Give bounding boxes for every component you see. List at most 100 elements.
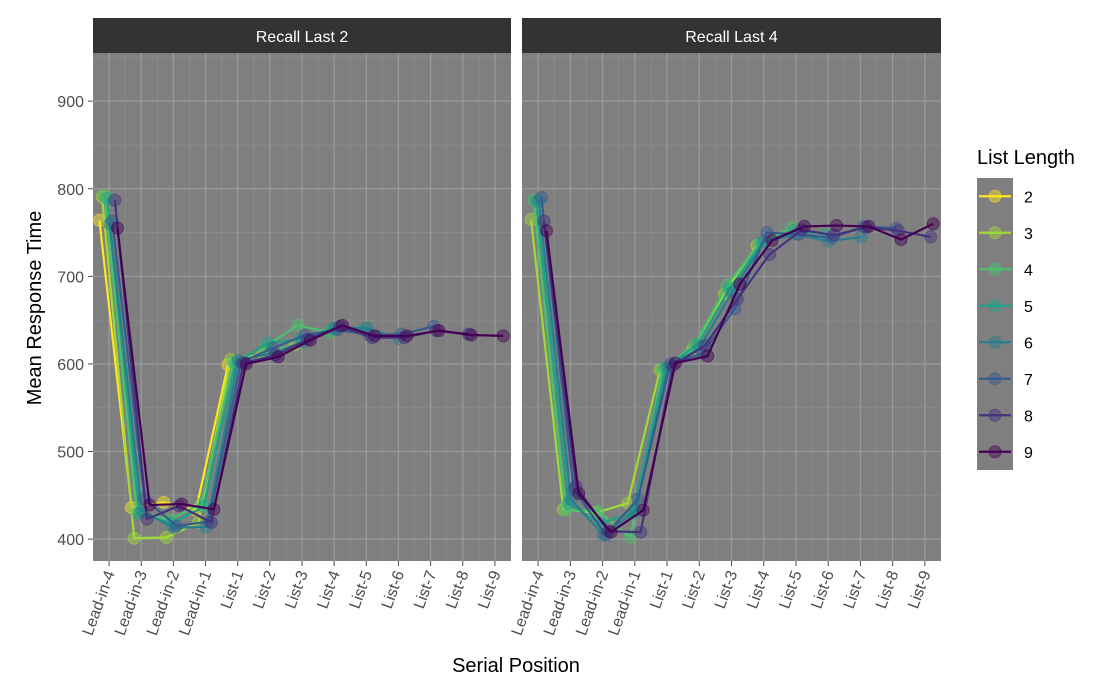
series-line-9 <box>545 222 934 534</box>
legend: List Length 2 3 4 5 6 7 8 9 <box>977 147 1075 470</box>
y-tick-label: 400 <box>57 532 84 549</box>
data-point <box>239 357 253 371</box>
legend-item-8: 8 <box>979 408 1033 425</box>
legend-key-point <box>988 189 1002 203</box>
x-tick-label: List-4 <box>315 568 344 611</box>
data-point <box>524 212 538 226</box>
data-point <box>537 214 551 228</box>
data-point <box>159 530 173 544</box>
data-point <box>924 230 938 244</box>
x-tick-label: List-4 <box>744 568 773 611</box>
data-point <box>572 487 586 501</box>
panel-title: Recall Last 2 <box>256 29 349 46</box>
data-point <box>631 492 645 506</box>
data-point <box>400 329 414 343</box>
data-point <box>127 531 141 545</box>
data-point <box>701 349 715 363</box>
data-point <box>207 502 221 516</box>
x-tick-label: List-1 <box>647 568 676 611</box>
panel-strip <box>93 18 511 53</box>
legend-label: 9 <box>1024 445 1033 462</box>
legend-key-point <box>988 408 1002 422</box>
legend-label: 5 <box>1024 299 1033 316</box>
panels-layer: Recall Last 2 Recall Last 4 <box>92 18 941 561</box>
legend-label: 4 <box>1024 262 1033 279</box>
panel-title: Recall Last 4 <box>685 29 778 46</box>
y-axis-title: Mean Response Time <box>24 211 46 406</box>
data-point <box>157 495 171 509</box>
data-point <box>636 503 650 517</box>
data-point <box>432 324 446 338</box>
data-point <box>100 191 114 205</box>
legend-item-6: 6 <box>979 335 1033 352</box>
legend-item-5: 5 <box>979 299 1033 316</box>
y-axis: 400 500 600 700 800 900 <box>57 94 93 549</box>
series-line-9 <box>116 228 504 511</box>
data-point <box>143 498 157 512</box>
y-tick-label: 500 <box>57 445 84 462</box>
x-tick-label: List-6 <box>379 568 408 611</box>
legend-key-background <box>977 178 1013 470</box>
series-line-6 <box>537 200 862 536</box>
data-point <box>271 350 285 364</box>
legend-key-point <box>988 299 1002 313</box>
data-point <box>539 224 553 238</box>
legend-label: 6 <box>1024 335 1033 352</box>
y-tick-label: 900 <box>57 94 84 111</box>
x-axis-title: Serial Position <box>452 655 580 677</box>
legend-key-point <box>988 226 1002 240</box>
data-point <box>733 277 747 291</box>
data-point <box>464 328 478 342</box>
data-point <box>797 219 811 233</box>
data-point <box>175 497 189 511</box>
y-tick-label: 800 <box>57 182 84 199</box>
x-tick-label: List-5 <box>776 568 805 611</box>
legend-label: 2 <box>1024 189 1033 206</box>
legend-key-point <box>988 445 1002 459</box>
legend-item-2: 2 <box>979 189 1033 206</box>
x-tick-label: List-8 <box>873 568 902 611</box>
panel-1: Recall Last 2 <box>92 18 511 561</box>
data-point <box>827 228 841 242</box>
x-tick-label: List-6 <box>809 568 838 611</box>
legend-label: 3 <box>1024 226 1033 243</box>
data-point <box>110 221 124 235</box>
data-point <box>765 233 779 247</box>
series-9 <box>110 221 510 516</box>
x-tick-label: List-1 <box>218 568 247 611</box>
series-line-2 <box>98 220 230 512</box>
data-point <box>698 339 712 353</box>
legend-title: List Length <box>977 147 1075 169</box>
x-tick-label: List-2 <box>680 568 709 611</box>
y-tick-label: 700 <box>57 269 84 286</box>
data-point <box>763 247 777 261</box>
x-tick-label: List-7 <box>841 568 870 611</box>
legend-key-point <box>988 262 1002 276</box>
x-tick-label: List-3 <box>282 568 311 611</box>
data-point <box>368 329 382 343</box>
data-point <box>830 219 844 233</box>
legend-key-point <box>988 372 1002 386</box>
x-tick-label: List-9 <box>475 568 504 611</box>
panel-strip <box>522 18 941 53</box>
data-point <box>634 525 648 539</box>
legend-label: 7 <box>1024 372 1033 389</box>
data-point <box>204 515 218 529</box>
data-point <box>559 503 573 517</box>
data-point <box>140 512 154 526</box>
panel-2: Recall Last 4 <box>522 18 941 561</box>
y-tick-label: 600 <box>57 357 84 374</box>
x-tick-label: List-9 <box>905 568 934 611</box>
data-point <box>894 233 908 247</box>
x-tick-label: List-7 <box>411 568 440 611</box>
data-point <box>926 217 940 231</box>
legend-item-7: 7 <box>979 372 1033 389</box>
data-point <box>105 214 119 228</box>
x-tick-label: List-8 <box>443 568 472 611</box>
x-tick-label: Lead-in-1 <box>605 568 644 637</box>
x-tick-label: List-2 <box>250 568 279 611</box>
data-point <box>290 318 304 332</box>
data-point <box>668 356 682 370</box>
data-point <box>534 191 548 205</box>
